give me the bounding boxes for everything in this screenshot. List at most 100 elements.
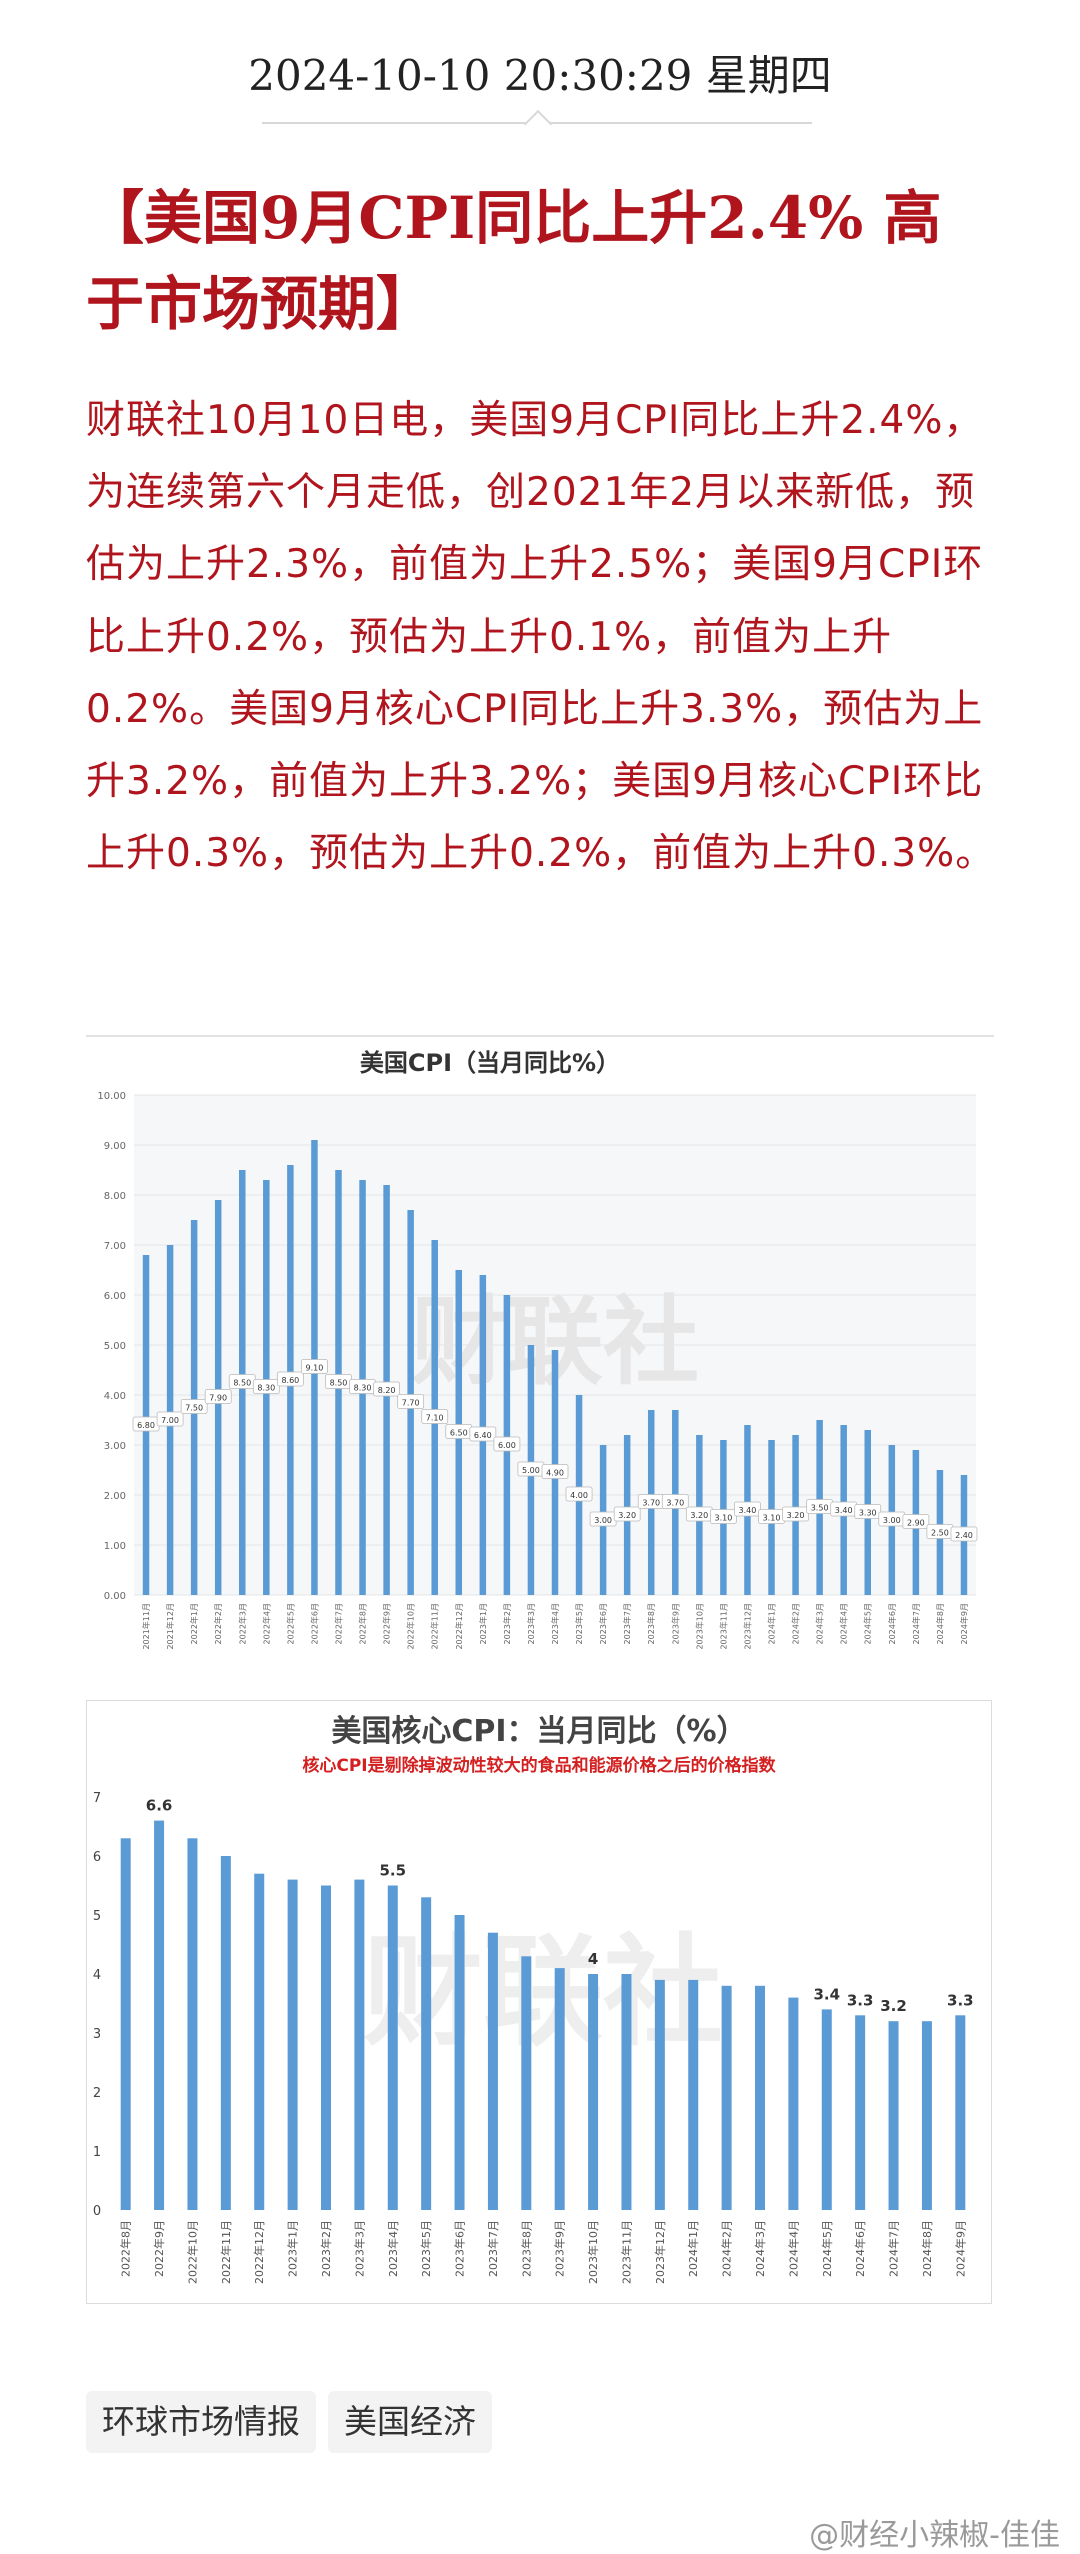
x-tick-label: 2023年4月 (550, 1603, 560, 1644)
x-tick-label: 2023年10月 (694, 1603, 704, 1650)
core-cpi-bar (855, 2015, 866, 2210)
x-tick-label: 2023年6月 (598, 1603, 608, 1644)
data-label: 7.00 (161, 1416, 179, 1425)
data-label: 3.70 (666, 1499, 684, 1508)
x-tick-label: 2023年10月 (586, 2220, 600, 2284)
chart-title: 美国CPI（当月同比%） (360, 1049, 620, 1077)
core-cpi-bar (154, 1820, 165, 2210)
data-label: 3.20 (618, 1511, 636, 1520)
y-tick-label: 8.00 (104, 1191, 126, 1202)
data-label: 7.50 (185, 1404, 203, 1413)
data-label-box (301, 1359, 328, 1374)
y-tick-label: 1 (93, 2145, 101, 2160)
x-tick-label: 2024年4月 (786, 2220, 800, 2277)
core-cpi-bar (921, 2021, 932, 2210)
core-cpi-yoy-chart: 美国核心CPI：当月同比（%） 核心CPI是剔除掉波动性较大的食品和能源价格之后的… (86, 1700, 992, 2304)
article-headline: 【美国9月CPI同比上升2.4% 高于市场预期】 (86, 184, 942, 338)
x-tick-label: 2022年1月 (189, 1603, 199, 1644)
y-tick-label: 6 (93, 1850, 101, 1865)
core-cpi-bar (654, 1979, 665, 2210)
x-tick-label: 2022年3月 (237, 1603, 247, 1644)
core-cpi-bar (521, 1956, 532, 2210)
data-label: 3.3 (947, 1991, 974, 2009)
data-label-box (276, 1371, 304, 1387)
x-tick-label: 2023年11月 (718, 1603, 728, 1650)
tag-global-market[interactable]: 环球市场情报 (86, 2391, 316, 2453)
x-tick-label: 2023年11月 (619, 2220, 633, 2284)
x-tick-label: 2023年8月 (646, 1603, 656, 1644)
chart-subtitle: 核心CPI是剔除掉波动性较大的食品和能源价格之后的价格指数 (302, 1755, 776, 1776)
x-tick-label: 2022年10月 (406, 1603, 416, 1650)
x-tick-label: 2023年6月 (453, 2220, 467, 2277)
x-tick-label: 2023年3月 (352, 2220, 366, 2277)
x-tick-label: 2022年9月 (382, 1603, 392, 1644)
x-tick-label: 2023年8月 (519, 2220, 533, 2277)
data-label-box (469, 1426, 497, 1442)
x-tick-label: 2022年12月 (252, 2220, 266, 2284)
x-tick-label: 2023年3月 (526, 1603, 536, 1644)
core-cpi-bar (120, 1838, 131, 2210)
x-tick-label: 2023年4月 (386, 2220, 400, 2277)
core-cpi-bar (254, 1873, 265, 2210)
weibo-author-watermark: @财经小辣椒-佳佳 (809, 2518, 1060, 2553)
x-tick-label: 2023年12月 (653, 2220, 667, 2284)
x-tick-label: 2024年8月 (935, 1603, 945, 1644)
date-divider-notch (523, 109, 553, 139)
x-tick-label: 2023年7月 (622, 1603, 632, 1644)
data-label-box (854, 1504, 882, 1519)
x-tick-label: 2023年2月 (319, 2220, 333, 2277)
x-tick-label: 2022年11月 (219, 2220, 233, 2284)
data-label-box (252, 1379, 280, 1394)
core-cpi-bar (187, 1838, 198, 2210)
data-label: 7.10 (426, 1414, 444, 1423)
core-cpi-bar (354, 1879, 365, 2210)
data-label: 4.00 (570, 1491, 588, 1500)
data-label: 5.5 (379, 1862, 406, 1880)
core-cpi-bar (888, 2021, 899, 2210)
x-tick-label: 2023年1月 (286, 2220, 300, 2277)
x-tick-label: 2022年7月 (333, 1603, 343, 1644)
data-label: 6.00 (498, 1441, 516, 1450)
data-label: 3.00 (883, 1516, 901, 1525)
data-label: 3.20 (787, 1511, 805, 1520)
y-tick-label: 0 (93, 2204, 101, 2219)
core-cpi-bar (588, 1974, 599, 2210)
x-tick-label: 2022年5月 (285, 1603, 295, 1644)
data-label: 6.6 (146, 1797, 173, 1815)
data-label: 3.00 (594, 1516, 612, 1525)
article-datetime: 2024-10-10 20:30:29 星期四 (248, 51, 832, 100)
y-tick-label: 3.00 (104, 1441, 126, 1452)
x-tick-label: 2023年2月 (502, 1603, 512, 1644)
data-label: 3.2 (880, 1997, 907, 2015)
x-tick-label: 2024年6月 (853, 2220, 867, 2277)
y-tick-label: 2.00 (104, 1491, 126, 1502)
data-label-box (661, 1494, 689, 1509)
x-tick-label: 2022年10月 (185, 2220, 199, 2284)
chart-title: 美国核心CPI：当月同比（%） (331, 1714, 746, 1749)
core-cpi-bar (554, 1968, 565, 2210)
data-label: 3.3 (847, 1991, 874, 2009)
y-tick-label: 1.00 (104, 1541, 126, 1552)
x-tick-label: 2024年6月 (887, 1603, 897, 1644)
y-tick-label: 0.00 (104, 1591, 126, 1602)
data-label: 2.50 (931, 1529, 949, 1538)
data-label: 6.50 (450, 1429, 468, 1438)
x-tick-label: 2022年2月 (213, 1603, 223, 1644)
data-label: 3.10 (714, 1514, 732, 1523)
x-tick-label: 2024年3月 (753, 2220, 767, 2277)
x-tick-label: 2023年5月 (419, 2220, 433, 2277)
data-label: 3.40 (835, 1506, 853, 1515)
data-label-box (397, 1394, 425, 1409)
x-tick-label: 2023年9月 (553, 2220, 567, 2277)
tag-us-economy[interactable]: 美国经济 (328, 2391, 492, 2453)
data-label: 6.40 (474, 1431, 492, 1440)
data-label: 8.20 (378, 1386, 396, 1395)
core-cpi-bar (487, 1932, 498, 2210)
data-label: 3.4 (813, 1985, 840, 2003)
x-tick-label: 2022年11月 (430, 1603, 440, 1650)
x-tick-label: 2022年6月 (309, 1603, 319, 1644)
data-label: 8.60 (281, 1376, 299, 1385)
y-tick-label: 7 (93, 1791, 101, 1806)
x-tick-label: 2024年8月 (920, 2220, 934, 2277)
y-tick-label: 5.00 (104, 1341, 126, 1352)
